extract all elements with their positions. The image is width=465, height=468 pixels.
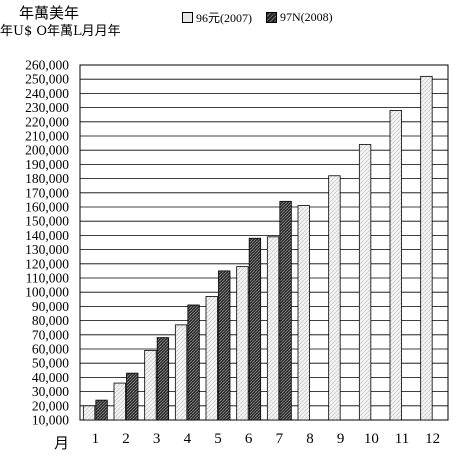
y-tick-label: 80,000 <box>32 313 69 328</box>
x-tick-label: 3 <box>153 431 161 447</box>
chart-legend: 96元(2007) 97N(2008) <box>182 9 333 26</box>
x-tick-label: 8 <box>306 431 314 447</box>
y-tick-label: 60,000 <box>32 342 69 357</box>
legend-item-2008: 97N(2008) <box>266 9 333 26</box>
legend-swatch-2008 <box>266 12 277 23</box>
bar-2007 <box>358 144 372 421</box>
bar-2008 <box>248 237 262 421</box>
x-tick-label: 4 <box>184 431 192 447</box>
y-axis-unit-title: 年萬美年 <box>19 4 80 22</box>
y-tick-label: 30,000 <box>32 384 69 399</box>
legend-label-2007: 96元(2007) <box>196 11 252 25</box>
legend-item-2007: 96元(2007) <box>182 9 252 26</box>
bar-2007 <box>236 266 249 421</box>
bar-2007 <box>389 110 402 421</box>
y-tick-label: 190,000 <box>25 157 69 172</box>
y-tick-label: 120,000 <box>25 256 69 271</box>
bar-2008 <box>218 270 231 421</box>
y-tick-label: 180,000 <box>25 171 69 186</box>
bar-2008 <box>187 304 200 421</box>
x-tick-label: 1 <box>92 431 100 447</box>
y-tick-label: 240,000 <box>25 86 69 101</box>
bar-2008 <box>279 200 292 421</box>
bar-2008 <box>95 399 108 421</box>
x-tick-label: 9 <box>337 431 345 447</box>
y-tick-label: 40,000 <box>32 370 69 385</box>
x-axis-month-label: 月 <box>54 434 70 452</box>
y-tick-label: 100,000 <box>25 285 69 300</box>
x-tick-label: 7 <box>276 431 284 447</box>
y-tick-label: 70,000 <box>32 327 69 342</box>
y-tick-label: 110,000 <box>26 271 70 286</box>
x-tick-label: 6 <box>245 431 253 447</box>
x-tick-label: 10 <box>364 431 379 447</box>
y-tick-label: 260,000 <box>25 58 69 73</box>
bar-2008 <box>126 372 139 421</box>
y-tick-label: 160,000 <box>25 200 69 215</box>
y-tick-label: 20,000 <box>32 398 69 413</box>
y-tick-label: 250,000 <box>25 72 69 87</box>
bar-2007 <box>205 296 218 421</box>
bar-2007 <box>144 350 157 421</box>
y-tick-label: 220,000 <box>25 114 69 129</box>
bar-2007 <box>420 75 433 421</box>
y-tick-label: 230,000 <box>25 100 69 115</box>
bar-2007 <box>297 205 310 421</box>
bar-2007 <box>174 324 188 421</box>
x-tick-label: 11 <box>395 431 409 447</box>
x-tick-label: 5 <box>214 431 222 447</box>
bar-2007 <box>82 405 96 421</box>
bar-2008 <box>156 337 170 421</box>
y-tick-label: 10,000 <box>32 413 69 428</box>
bar-2007 <box>266 236 280 421</box>
y-axis-unit-subtitle: 年U$ O年萬L月月年 <box>0 24 121 39</box>
y-tick-label: 150,000 <box>25 214 69 229</box>
bar-2007 <box>113 382 126 421</box>
y-tick-label: 170,000 <box>25 185 69 200</box>
bar-2007 <box>328 175 341 421</box>
legend-label-2008: 97N(2008) <box>280 10 333 24</box>
y-tick-label: 50,000 <box>32 356 69 371</box>
y-tick-label: 90,000 <box>32 299 69 314</box>
y-tick-label: 140,000 <box>25 228 69 243</box>
y-tick-label: 200,000 <box>25 143 69 158</box>
y-tick-label: 130,000 <box>25 242 69 257</box>
x-tick-label: 12 <box>425 431 440 447</box>
x-tick-label: 2 <box>122 431 130 447</box>
y-tick-label: 210,000 <box>25 129 69 144</box>
legend-swatch-2007 <box>182 12 193 23</box>
